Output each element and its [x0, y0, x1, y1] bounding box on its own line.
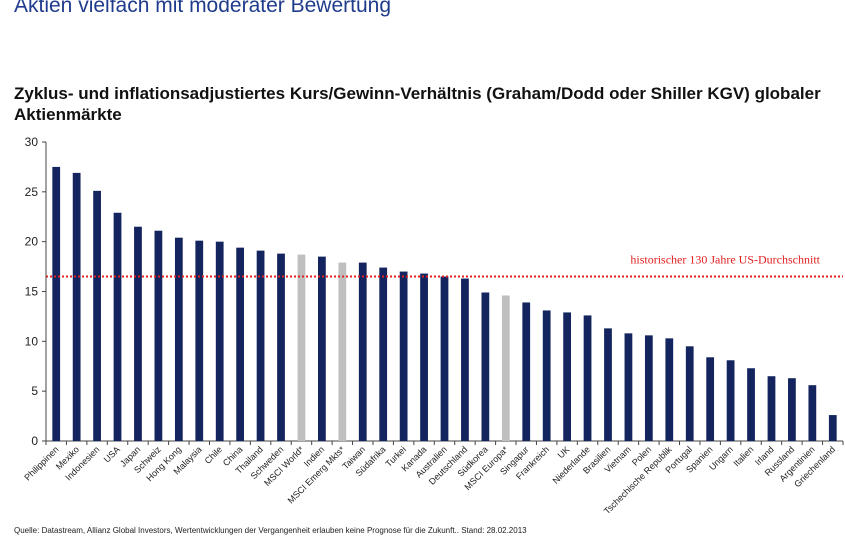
- bar: [134, 226, 142, 441]
- bar: [624, 333, 633, 441]
- y-tick-label: 10: [25, 334, 39, 348]
- bar: [399, 271, 408, 441]
- bar: [542, 310, 551, 441]
- x-tick-label: UK: [556, 444, 572, 460]
- bar: [706, 357, 715, 441]
- source-footnote: Quelle: Datastream, Allianz Global Inves…: [14, 526, 527, 535]
- bar: [93, 190, 101, 441]
- page-headline: Aktien vielfach mit moderater Bewertung: [14, 0, 392, 17]
- bar: [461, 278, 469, 441]
- bar: [52, 166, 61, 441]
- y-tick-label: 5: [31, 384, 38, 398]
- bar: [236, 247, 245, 441]
- bar: [501, 295, 510, 441]
- bar: [788, 378, 796, 441]
- bar: [174, 237, 183, 441]
- bar: [358, 262, 367, 441]
- bar: [644, 335, 653, 441]
- bar: [440, 276, 449, 441]
- bar: [522, 302, 531, 441]
- bar: [563, 312, 571, 441]
- y-tick-label: 25: [25, 185, 39, 199]
- x-tick-label: Italien: [731, 444, 755, 468]
- bar: [297, 254, 306, 441]
- bar: [277, 253, 285, 441]
- chart-title: Zyklus- und inflationsadjustiertes Kurs/…: [14, 84, 821, 124]
- bar: [726, 360, 735, 441]
- bar: [256, 250, 265, 441]
- bar: [685, 346, 694, 441]
- bar: [767, 376, 776, 441]
- bar: [604, 328, 612, 441]
- chart-bars: [52, 166, 837, 441]
- bar: [583, 315, 592, 441]
- bar: [747, 368, 755, 441]
- bar: [808, 385, 817, 441]
- bar: [215, 241, 224, 441]
- bar: [154, 230, 163, 441]
- bar: [828, 415, 837, 441]
- y-tick-label: 15: [25, 285, 39, 299]
- bar: [195, 240, 204, 441]
- y-tick-label: 0: [31, 434, 38, 448]
- y-tick-label: 30: [25, 135, 39, 149]
- y-tick-label: 20: [25, 235, 39, 249]
- bar: [113, 212, 122, 441]
- bar: [481, 292, 490, 441]
- bar: [665, 338, 674, 441]
- chart-axes: 0 5 10 15 20 25 30: [25, 135, 844, 448]
- bar: [318, 256, 326, 441]
- bar: [338, 262, 347, 441]
- reference-line-group: historischer 130 Jahre US-Durchschnitt: [46, 253, 843, 278]
- reference-line-label: historischer 130 Jahre US-Durchschnitt: [630, 253, 820, 267]
- bar: [420, 273, 428, 441]
- x-tick-label: Chile: [203, 444, 225, 466]
- bar: [72, 172, 81, 441]
- bar: [379, 267, 388, 441]
